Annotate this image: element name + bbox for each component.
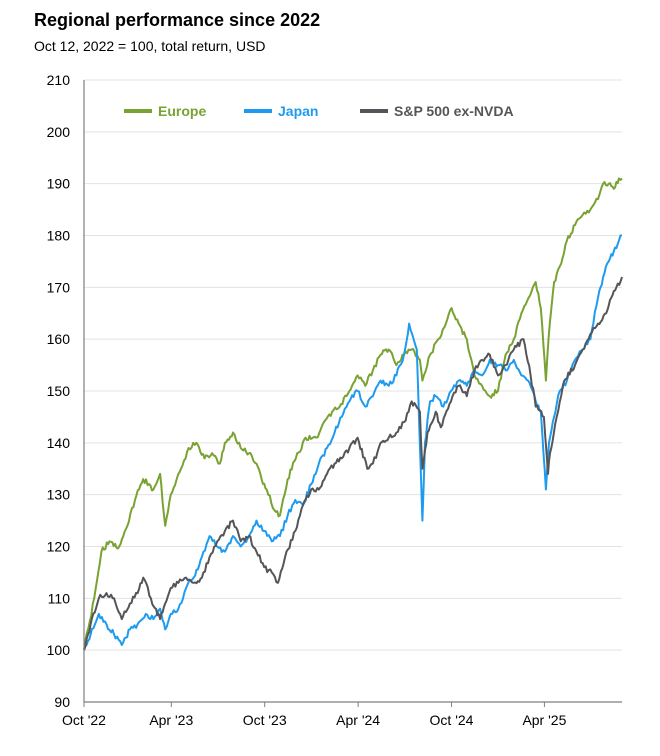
y-tick-label: 120 [47, 539, 71, 555]
legend-label: S&P 500 ex-NVDA [394, 103, 514, 119]
axes: 90 100 110 120 130 140 150 160 170 180 190 200 210 Oc… [47, 72, 622, 728]
x-tick-label: Oct '24 [430, 712, 474, 728]
legend-label: Japan [278, 103, 318, 119]
x-tick-label: Apr '25 [522, 712, 566, 728]
y-tick-label: 190 [47, 176, 71, 192]
y-tick-label: 170 [47, 279, 71, 295]
legend-label: Europe [158, 103, 206, 119]
x-tick-label: Oct '22 [62, 712, 106, 728]
y-tick-label: 180 [47, 228, 71, 244]
y-tick-label: 210 [47, 72, 71, 88]
x-tick-label: Oct '23 [243, 712, 287, 728]
chart-subtitle: Oct 12, 2022 = 100, total return, USD [34, 38, 266, 54]
x-tick-label: Apr '24 [336, 712, 380, 728]
legend: Europe Japan S&P 500 ex-NVDA [124, 103, 514, 119]
series-lines [83, 177, 623, 651]
y-tick-label: 110 [48, 590, 71, 606]
gridlines [84, 79, 622, 651]
x-tick-label: Apr '23 [149, 712, 193, 728]
series-line-s-p-500-ex-nvda [83, 276, 623, 651]
y-tick-label: 150 [47, 383, 71, 399]
y-tick-label: 90 [54, 694, 70, 710]
y-tick-label: 130 [47, 487, 71, 503]
y-tick-label: 160 [47, 331, 71, 347]
series-line-europe [83, 177, 623, 651]
chart-title: Regional performance since 2022 [34, 10, 321, 30]
y-tick-label: 140 [47, 435, 71, 451]
y-tick-label: 200 [47, 124, 71, 140]
y-tick-label: 100 [47, 642, 71, 658]
